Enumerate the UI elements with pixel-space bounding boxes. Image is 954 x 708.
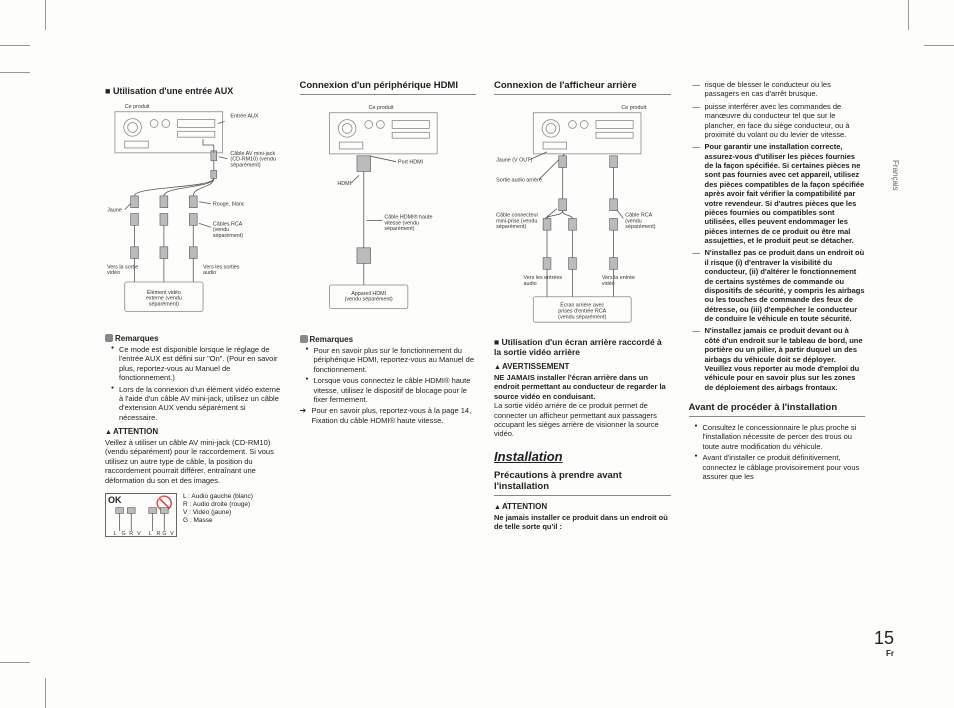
- rear-heading: Connexion de l'afficheur arrière: [494, 80, 671, 91]
- rear-avert-label: AVERTISSEMENT: [494, 362, 671, 371]
- column-3: Connexion de l'afficheur arrière Ce prod…: [494, 80, 671, 537]
- hdmi-note-1: Pour en savoir plus sur le fonctionnemen…: [308, 346, 477, 374]
- hdmi-arrow-note: Pour en savoir plus, reportez-vous à la …: [300, 406, 477, 425]
- rear-avert-body: NE JAMAIS installer l'écran arrière dans…: [494, 373, 671, 401]
- aux-attention-label: ATTENTION: [105, 427, 282, 436]
- dash-1: risque de blesser le conducteur ou les p…: [695, 80, 866, 99]
- svg-text:Élément vidéoexterne (vendusép: Élément vidéoexterne (venduséparément): [146, 289, 182, 308]
- svg-text:Câble RCA(venduséparément): Câble RCA(venduséparément): [625, 212, 655, 230]
- svg-text:G: G: [162, 531, 166, 537]
- svg-text:Port HDMI: Port HDMI: [398, 160, 423, 166]
- svg-text:Vers la sortievidéo: Vers la sortievidéo: [107, 264, 138, 276]
- svg-text:Câbles RCA(venduséparément): Câbles RCA(venduséparément): [213, 221, 243, 239]
- precautions-attn-label: ATTENTION: [494, 502, 671, 511]
- aux-in-lbl: Entrée AUX: [230, 114, 258, 120]
- column-2: Connexion d'un périphérique HDMI Ce prod…: [300, 80, 477, 537]
- avant-2: Avant d'installer ce produit définitivem…: [697, 453, 866, 481]
- hdmi-heading: Connexion d'un périphérique HDMI: [300, 80, 477, 91]
- aux-notes-list: Ce mode est disponible lorsque le réglag…: [105, 345, 282, 422]
- install-heading: Installation: [494, 449, 671, 464]
- hdmi-diagram: Ce produit Port HDMI HDMI Câble HDMI® ha…: [300, 101, 477, 331]
- column-1: Utilisation d'une entrée AUX Ce produit …: [105, 80, 282, 537]
- avant-1: Consultez le concessionnaire le plus pro…: [697, 423, 866, 451]
- aux-attention-body: Veillez à utiliser un câble AV mini-jack…: [105, 438, 282, 485]
- avant-list: Consultez le concessionnaire le plus pro…: [689, 423, 866, 481]
- redwhite-lbl: Rouge, blanc: [213, 202, 245, 208]
- yellow-lbl: Jaune: [107, 208, 122, 214]
- aux-note-1: Ce mode est disponible lorsque le réglag…: [113, 345, 282, 383]
- svg-text:R: R: [129, 531, 133, 537]
- svg-text:Ce produit: Ce produit: [368, 105, 393, 111]
- ok-image: OK 🚫 LG RV LR GV: [105, 493, 177, 537]
- svg-text:Jaune (V OUT): Jaune (V OUT): [496, 158, 532, 164]
- dash-3: Pour garantir une installation correcte,…: [695, 142, 866, 245]
- ok-box: OK 🚫 LG RV LR GV L : Audio gauche (blanc…: [105, 493, 282, 537]
- page-content: Utilisation d'une entrée AUX Ce produit …: [105, 80, 865, 537]
- svg-text:V: V: [137, 531, 141, 537]
- svg-text:Câble connecteurmini-prise (ve: Câble connecteurmini-prise (venduséparém…: [496, 212, 538, 230]
- svg-text:Appareil HDMI(vendu séparément: Appareil HDMI(vendu séparément): [344, 291, 392, 303]
- ok-legend: L : Audio gauche (blanc) R : Audio droit…: [183, 493, 253, 526]
- avant-rule: [689, 416, 866, 417]
- page-number: 15 Fr: [874, 628, 894, 658]
- dash-4: N'installez pas ce produit dans un endro…: [695, 248, 866, 323]
- svg-text:Écran arrière avecprises d'ent: Écran arrière avecprises d'entrée RCA(ve…: [558, 302, 606, 321]
- language-tab: Français: [891, 160, 900, 191]
- svg-text:HDMI: HDMI: [337, 181, 351, 187]
- aux-notes-label: Remarques: [105, 334, 282, 343]
- aux-cable-lbl: Câble AV mini-jack(CD-RM10) (venduséparé…: [230, 151, 275, 169]
- dash-5: N'installez jamais ce produit devant ou …: [695, 326, 866, 392]
- column-4: risque de blesser le conducteur ou les p…: [689, 80, 866, 537]
- page-number-value: 15: [874, 628, 894, 649]
- install-dash-list: risque de blesser le conducteur ou les p…: [689, 80, 866, 392]
- avant-heading: Avant de procéder à l'installation: [689, 402, 866, 413]
- svg-text:Ce produit: Ce produit: [621, 105, 646, 111]
- precautions-heading: Précautions à prendre avant l'installati…: [494, 470, 671, 492]
- svg-text:Vers la entréevidéo: Vers la entréevidéo: [602, 275, 635, 287]
- ok-legend-r: R : Audio droite (rouge): [183, 501, 253, 509]
- aux-note-2: Lors de la connexion d'un élément vidéo …: [113, 385, 282, 423]
- precautions-lead: Ne jamais installer ce produit dans un e…: [494, 513, 671, 532]
- rear-diagram: Ce produit Jaune (V OUT) Sortie audio ar…: [494, 101, 671, 331]
- hdmi-notes-label: Remarques: [300, 335, 477, 344]
- svg-text:Sortie audio arrière: Sortie audio arrière: [496, 177, 542, 183]
- ok-legend-l: L : Audio gauche (blanc): [183, 493, 253, 501]
- svg-text:G: G: [122, 531, 126, 537]
- dash-2: puisse interférer avec les commandes de …: [695, 102, 866, 140]
- svg-text:Vers les entréesaudio: Vers les entréesaudio: [524, 275, 563, 287]
- aux-diagram: Ce produit Entrée AUX Câble AV mini-jack…: [105, 100, 282, 330]
- svg-text:Câble HDMI® hautevitesse (vend: Câble HDMI® hautevitesse (venduséparémen…: [384, 213, 432, 232]
- rear-use-title: Utilisation d'un écran arrière raccordé …: [494, 337, 671, 357]
- hdmi-note-2: Lorsque vous connectez le câble HDMI® ha…: [308, 376, 477, 404]
- page-lang: Fr: [874, 649, 894, 658]
- svg-text:L: L: [114, 531, 117, 537]
- aux-product-lbl: Ce produit: [125, 104, 150, 110]
- svg-text:V: V: [170, 531, 174, 537]
- rear-rule: [494, 94, 671, 95]
- hdmi-notes-list: Pour en savoir plus sur le fonctionnemen…: [300, 346, 477, 404]
- rear-avert-body2: La sortie vidéo arrière de ce produit pe…: [494, 401, 671, 439]
- ok-legend-g: G : Masse: [183, 517, 253, 525]
- svg-text:L: L: [149, 531, 152, 537]
- svg-text:R: R: [157, 531, 161, 537]
- ok-legend-v: V : Vidéo (jaune): [183, 509, 253, 517]
- precautions-rule: [494, 495, 671, 496]
- aux-title: Utilisation d'une entrée AUX: [105, 86, 282, 96]
- svg-text:Vers les sortiesaudio: Vers les sortiesaudio: [203, 264, 240, 276]
- hdmi-rule: [300, 94, 477, 95]
- language-tab-text: Français: [891, 160, 900, 191]
